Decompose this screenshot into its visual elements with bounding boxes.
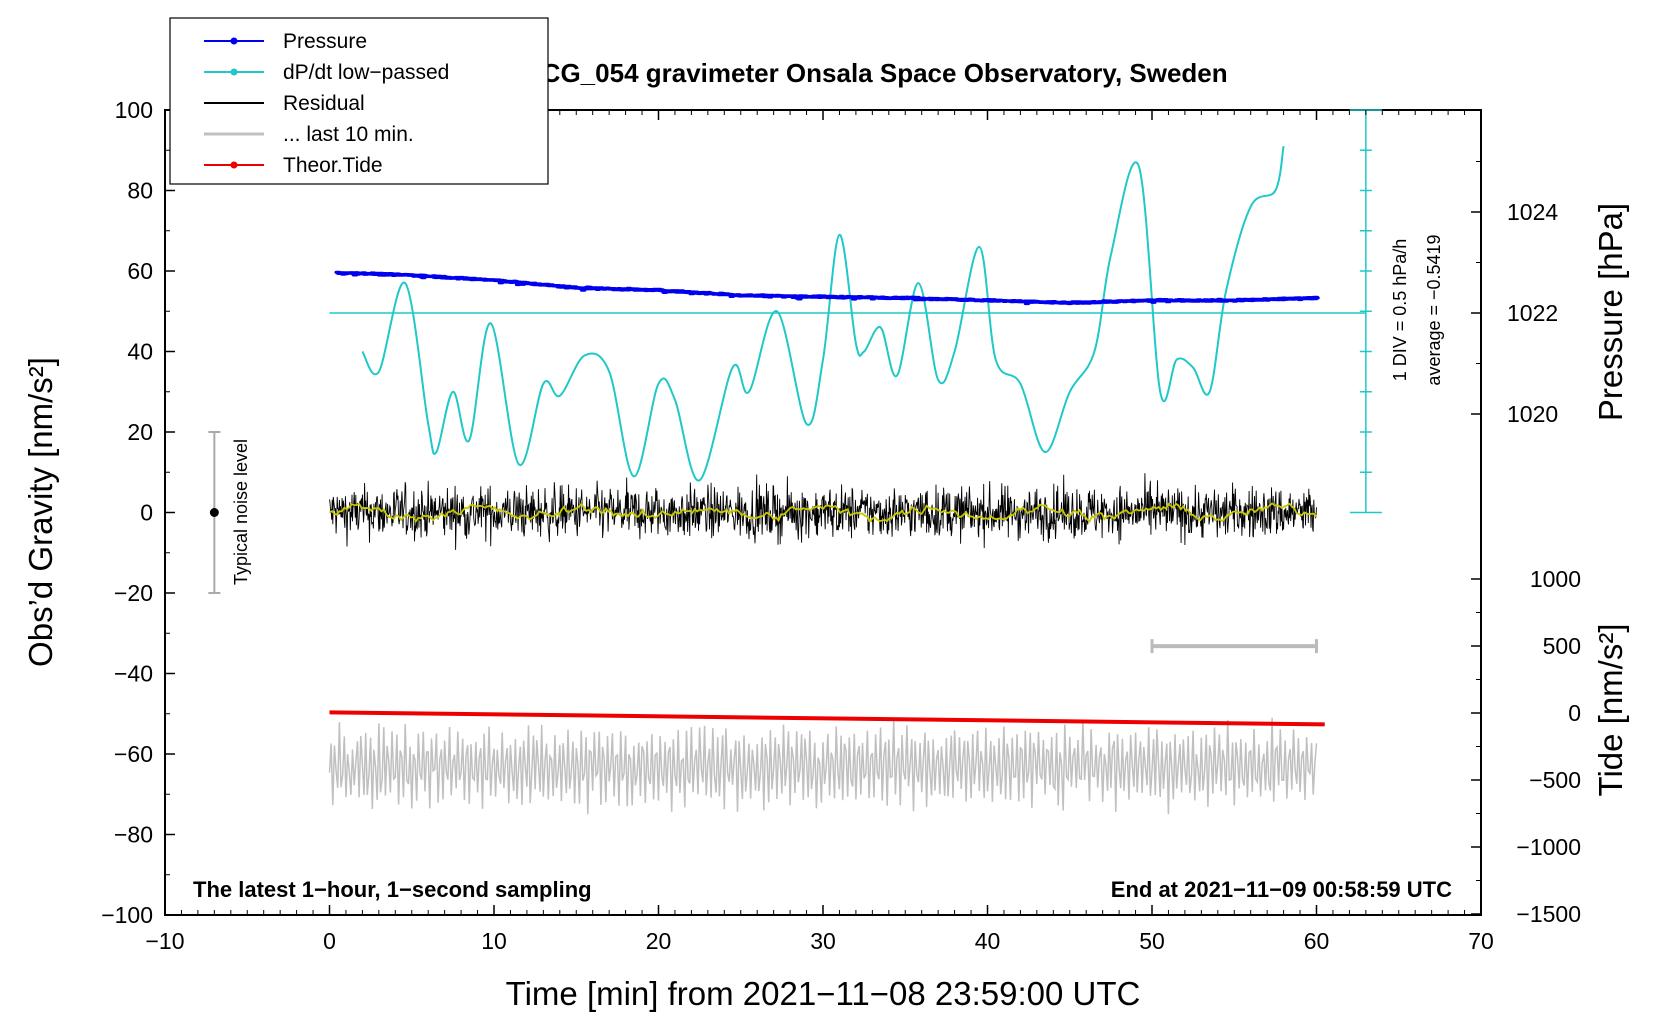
noise-level-label: Typical noise level <box>231 439 251 585</box>
pressure-tick-label: 1020 <box>1507 401 1558 427</box>
pressure-series <box>334 270 1320 306</box>
legend-swatch-dot <box>230 68 238 76</box>
tide-tick-label: 1000 <box>1530 566 1581 592</box>
y-axis-label: Obs’d Gravity [nm/s²] <box>22 357 59 667</box>
tide-tick-label: −1000 <box>1516 834 1581 860</box>
y-tick-label: −20 <box>114 580 153 606</box>
y-tick-label: −40 <box>114 661 153 687</box>
pressure-axis-label: Pressure [hPa] <box>1592 203 1629 421</box>
pressure-tick-label: 1024 <box>1507 199 1558 225</box>
legend-label: Pressure <box>283 30 367 53</box>
tide-tick-label: 0 <box>1568 700 1581 726</box>
pressure-tick-label: 1022 <box>1507 300 1558 326</box>
x-tick-label: 0 <box>323 928 336 954</box>
residual-line <box>329 473 1317 550</box>
x-axis-label: Time [min] from 2021−11−08 23:59:00 UTC <box>506 975 1141 1012</box>
dpdt-series <box>361 146 1285 482</box>
y-tick-label: −100 <box>101 902 153 928</box>
legend-label: Residual <box>283 92 365 115</box>
y-axis-ticks: 100 80 60 40 20 0 −20 −40 −60 −80 −100 <box>101 97 175 928</box>
x-tick-label: 70 <box>1468 928 1494 954</box>
legend-box <box>169 17 549 185</box>
footer-right-note: End at 2021−11−09 00:58:59 UTC <box>1111 877 1452 902</box>
x-tick-label: −10 <box>145 928 184 954</box>
tide-tick-label: 500 <box>1543 633 1581 659</box>
last10-series <box>328 717 1318 815</box>
legend-swatch-dot <box>230 37 238 45</box>
dpdt-scale-bar <box>1349 109 1382 514</box>
x-tick-label: 50 <box>1139 928 1165 954</box>
y-tick-label: −60 <box>114 741 153 767</box>
footer-left-note: The latest 1−hour, 1−second sampling <box>193 877 592 902</box>
div-label: 1 DIV = 0.5 hPa/h <box>1390 239 1410 382</box>
y-tick-label: 20 <box>127 419 153 445</box>
legend-label: dP/dt low−passed <box>283 61 449 84</box>
residual-series <box>329 473 1317 550</box>
tide-tick-label: −1500 <box>1516 901 1581 927</box>
tide-axis-ticks: 1000 500 0 −500 −1000 −1500 <box>1471 566 1581 927</box>
noise-level-bar <box>208 431 221 594</box>
x-axis-ticks: −10 0 10 20 30 40 50 60 70 <box>145 110 1494 954</box>
x-tick-label: 40 <box>975 928 1001 954</box>
y-tick-label: 0 <box>140 500 153 526</box>
x-tick-label: 60 <box>1304 928 1330 954</box>
pressure-points <box>334 270 1320 306</box>
last10-range-bar <box>1150 639 1318 654</box>
x-tick-label: 20 <box>646 928 672 954</box>
average-label: average = −0.5419 <box>1424 234 1444 385</box>
tide-line <box>329 710 1325 727</box>
legend-item: Pressure <box>204 30 367 53</box>
pressure-axis-ticks: 1024 1022 1020 <box>1471 161 1558 427</box>
legend-item: Residual <box>204 92 365 115</box>
legend-item: ... last 10 min. <box>204 123 414 146</box>
legend-label: Theor.Tide <box>283 154 383 177</box>
dpdt-line <box>361 146 1285 482</box>
last10-line <box>328 717 1318 815</box>
tide-axis-label: Tide [nm/s²] <box>1592 624 1629 797</box>
legend-item: Theor.Tide <box>204 154 383 177</box>
y-tick-label: 60 <box>127 258 153 284</box>
noise-bar-center <box>209 508 219 517</box>
x-tick-label: 30 <box>810 928 836 954</box>
legend-label: ... last 10 min. <box>283 123 414 146</box>
y-tick-label: 100 <box>115 97 153 123</box>
legend-swatch-dot <box>230 161 238 169</box>
x-tick-label: 10 <box>481 928 507 954</box>
tide-series <box>329 710 1325 727</box>
residual-smoothed-line <box>329 502 1318 524</box>
residual-smoothed-series <box>329 502 1318 524</box>
legend: Pressure dP/dt low−passed Residual ... last… <box>169 17 549 185</box>
y-tick-label: −80 <box>114 822 153 848</box>
tide-tick-label: −500 <box>1529 767 1581 793</box>
chart-title: SCG_054 gravimeter Onsala Space Observat… <box>524 58 1227 88</box>
y-tick-label: 80 <box>127 178 153 204</box>
legend-item: dP/dt low−passed <box>204 61 449 84</box>
y-tick-label: 40 <box>127 339 153 365</box>
legend-items: Pressure dP/dt low−passed Residual ... last… <box>204 30 449 177</box>
